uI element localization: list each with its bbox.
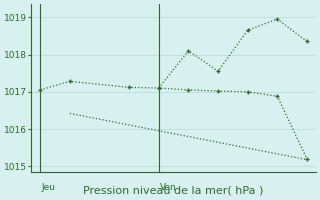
Text: Ven: Ven [160,183,177,192]
Text: Jeu: Jeu [41,183,55,192]
X-axis label: Pression niveau de la mer( hPa ): Pression niveau de la mer( hPa ) [84,186,264,196]
